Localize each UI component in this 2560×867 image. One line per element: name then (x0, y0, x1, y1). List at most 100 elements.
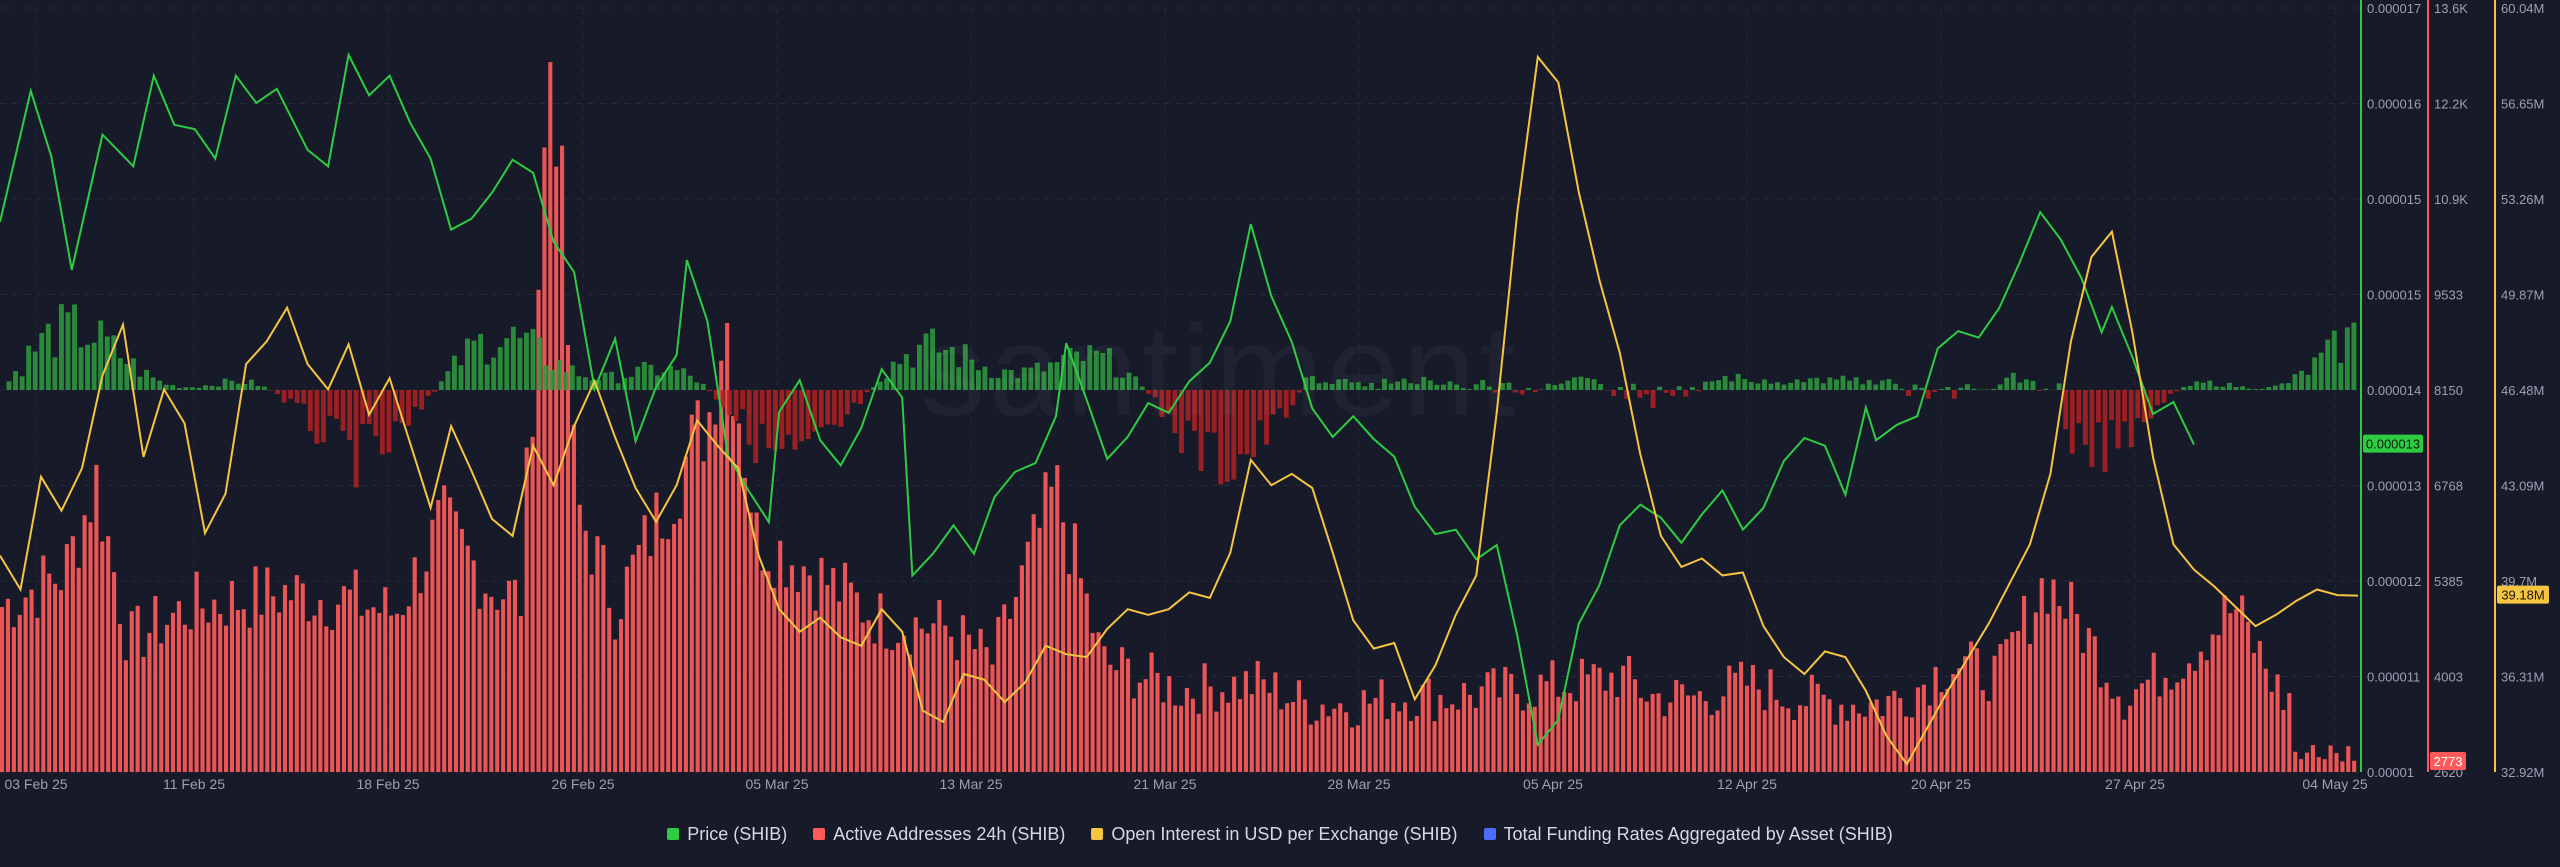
active-addresses-bar (1874, 699, 1879, 772)
funding-rate-bar-positive (884, 378, 890, 390)
funding-rate-bar-positive (2010, 372, 2016, 390)
active-addresses-bar (831, 567, 836, 772)
funding-rate-bar-positive (930, 328, 936, 390)
y-tick-label: 43.09M (2501, 479, 2544, 494)
funding-rate-bar-positive (2285, 383, 2291, 390)
active-addresses-bar (2139, 683, 2145, 772)
active-addresses-bar (2004, 639, 2009, 772)
active-addresses-bar (1066, 574, 1072, 772)
active-addresses-bar (94, 464, 99, 772)
active-addresses-bar (701, 461, 706, 772)
active-addresses-bar (589, 574, 594, 772)
active-addresses-bar (990, 664, 995, 772)
active-addresses-bar (842, 562, 848, 772)
active-addresses-bar (1680, 684, 1685, 772)
active-addresses-bar (153, 596, 158, 772)
funding-rate-bar-negative (759, 390, 765, 424)
funding-rate-bar-positive (91, 342, 97, 390)
funding-rate-bar-positive (445, 371, 451, 390)
active-addresses-bar (872, 643, 877, 772)
funding-rate-bar-positive (596, 380, 601, 390)
active-addresses-bar (1915, 687, 1921, 772)
active-addresses-bar (371, 607, 376, 772)
funding-rate-bar-positive (871, 387, 877, 390)
active-addresses-bar (1338, 703, 1343, 772)
funding-rate-bar-negative (818, 390, 824, 428)
active-addresses-bar (1355, 725, 1360, 772)
legend-item-funding-rates[interactable]: Total Funding Rates Aggregated by Asset … (1483, 824, 1893, 845)
funding-rate-bar-positive (1467, 389, 1473, 390)
funding-rate-bars (6, 304, 2357, 488)
active-addresses-bar (1503, 667, 1508, 772)
active-addresses-bar (253, 566, 258, 772)
active-addresses-bar (2328, 745, 2333, 772)
active-addresses-bar (1668, 702, 1673, 772)
funding-rate-bar-negative (2109, 390, 2115, 421)
active-addresses-bar (1332, 708, 1337, 772)
active-addresses-bar (1615, 697, 1620, 772)
funding-rate-bar-positive (1061, 354, 1067, 390)
funding-rate-bar-positive (1342, 378, 1348, 390)
active-addresses-bar (1320, 704, 1325, 772)
active-addresses-bar (2340, 761, 2345, 772)
funding-rate-bar-positive (229, 380, 235, 390)
active-addresses-bar (330, 629, 335, 772)
active-addresses-bar (1851, 704, 1856, 772)
funding-rate-bar-positive (1853, 377, 1859, 390)
y-tick-label: 0.00001 (2367, 765, 2414, 780)
y-tick-label: 46.48M (2501, 383, 2544, 398)
funding-rate-bar-positive (1558, 383, 1564, 390)
funding-rate-bar-positive (1965, 384, 1970, 390)
active-addresses-bar (1049, 486, 1054, 772)
active-addresses-bar (247, 627, 252, 772)
funding-rate-bar-positive (2043, 388, 2049, 390)
funding-rate-bar-negative (425, 390, 431, 396)
funding-rate-bar-positive (1768, 383, 1774, 390)
active-addresses-bar (206, 622, 211, 772)
active-addresses-bar (23, 597, 28, 772)
funding-rate-bar-positive (1565, 380, 1571, 390)
active-addresses-bar (1762, 710, 1767, 772)
funding-rate-bar-positive (530, 329, 536, 390)
active-addresses-bar (713, 424, 718, 772)
active-addresses-bar (1703, 701, 1708, 772)
funding-rate-bar-positive (2299, 370, 2304, 390)
funding-rate-bar-positive (45, 323, 51, 390)
active-addresses-bar (1379, 679, 1384, 772)
funding-rate-bar-positive (524, 332, 529, 390)
active-addresses-bar (1515, 693, 1520, 772)
y-axis-price: 0.000017 0.000016 0.000015 0.000015 0.000014… (2367, 1, 2421, 780)
active-addresses-bar (1184, 687, 1190, 772)
funding-rate-bar-positive (1336, 379, 1342, 390)
funding-rate-bar-negative (288, 390, 294, 399)
funding-rate-bar-positive (1421, 376, 1427, 390)
funding-rate-bar-positive (1879, 380, 1885, 390)
active-addresses-bar (176, 601, 181, 772)
funding-rate-bar-positive (563, 372, 569, 390)
active-addresses-bar (837, 601, 842, 772)
legend-item-price[interactable]: Price (SHIB) (667, 824, 787, 845)
funding-rate-bar-negative (353, 390, 359, 488)
active-addresses-bar (2092, 636, 2097, 772)
funding-rate-bar-negative (386, 390, 392, 453)
active-addresses-bar (1650, 693, 1655, 772)
active-addresses-bar (931, 623, 936, 772)
funding-rate-bar-positive (1021, 367, 1027, 390)
active-addresses-bar (1562, 691, 1567, 772)
funding-rate-bar-positive (1067, 347, 1073, 390)
legend-item-open-interest[interactable]: Open Interest in USD per Exchange (SHIB) (1091, 824, 1458, 845)
funding-rate-bar-positive (982, 366, 988, 390)
legend-item-active-addresses[interactable]: Active Addresses 24h (SHIB) (813, 824, 1065, 845)
active-addresses-bar (1886, 695, 1891, 772)
funding-rate-bar-positive (2259, 388, 2265, 390)
x-tick-label: 26 Feb 25 (551, 776, 614, 792)
funding-rate-bar-positive (1113, 377, 1119, 390)
active-addresses-bar (1709, 714, 1714, 772)
funding-rate-bar-positive (1860, 384, 1866, 390)
active-addresses-bar (406, 606, 411, 772)
funding-rate-bar-positive (903, 354, 909, 390)
funding-rate-bar-positive (1126, 372, 1132, 390)
active-addresses-bar (1691, 695, 1696, 772)
x-tick-label: 28 Mar 25 (1327, 776, 1390, 792)
funding-rate-bar-positive (2056, 383, 2062, 390)
